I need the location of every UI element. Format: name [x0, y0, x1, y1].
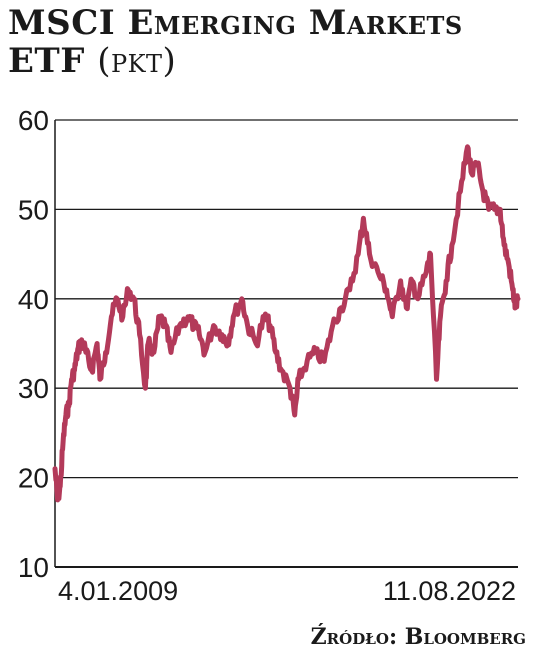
- source-note: Źródło: Bloomberg: [310, 624, 526, 650]
- y-tick-label-30: 30: [18, 373, 49, 404]
- y-tick-label-20: 20: [18, 463, 49, 494]
- grid-lines: [55, 119, 518, 568]
- chart-title: MSCI Emerging Markets ETF (pkt): [8, 4, 528, 80]
- y-tick-label-50: 50: [18, 194, 49, 225]
- y-tick-label-10: 10: [18, 552, 49, 583]
- x-tick-label-start: 4.01.2009: [58, 576, 178, 606]
- y-tick-label-40: 40: [18, 284, 49, 315]
- y-tick-labels: 10 20 30 40 50 60: [18, 105, 49, 583]
- x-tick-labels: 4.01.2009 11.08.2022: [58, 576, 516, 606]
- y-tick-label-60: 60: [18, 105, 49, 136]
- x-tick-label-end: 11.08.2022: [383, 576, 516, 606]
- chart-title-main: MSCI Emerging Markets ETF: [8, 3, 463, 81]
- series-layer: [52, 144, 521, 503]
- series-line: [52, 144, 521, 503]
- chart-title-unit: (pkt): [97, 41, 177, 81]
